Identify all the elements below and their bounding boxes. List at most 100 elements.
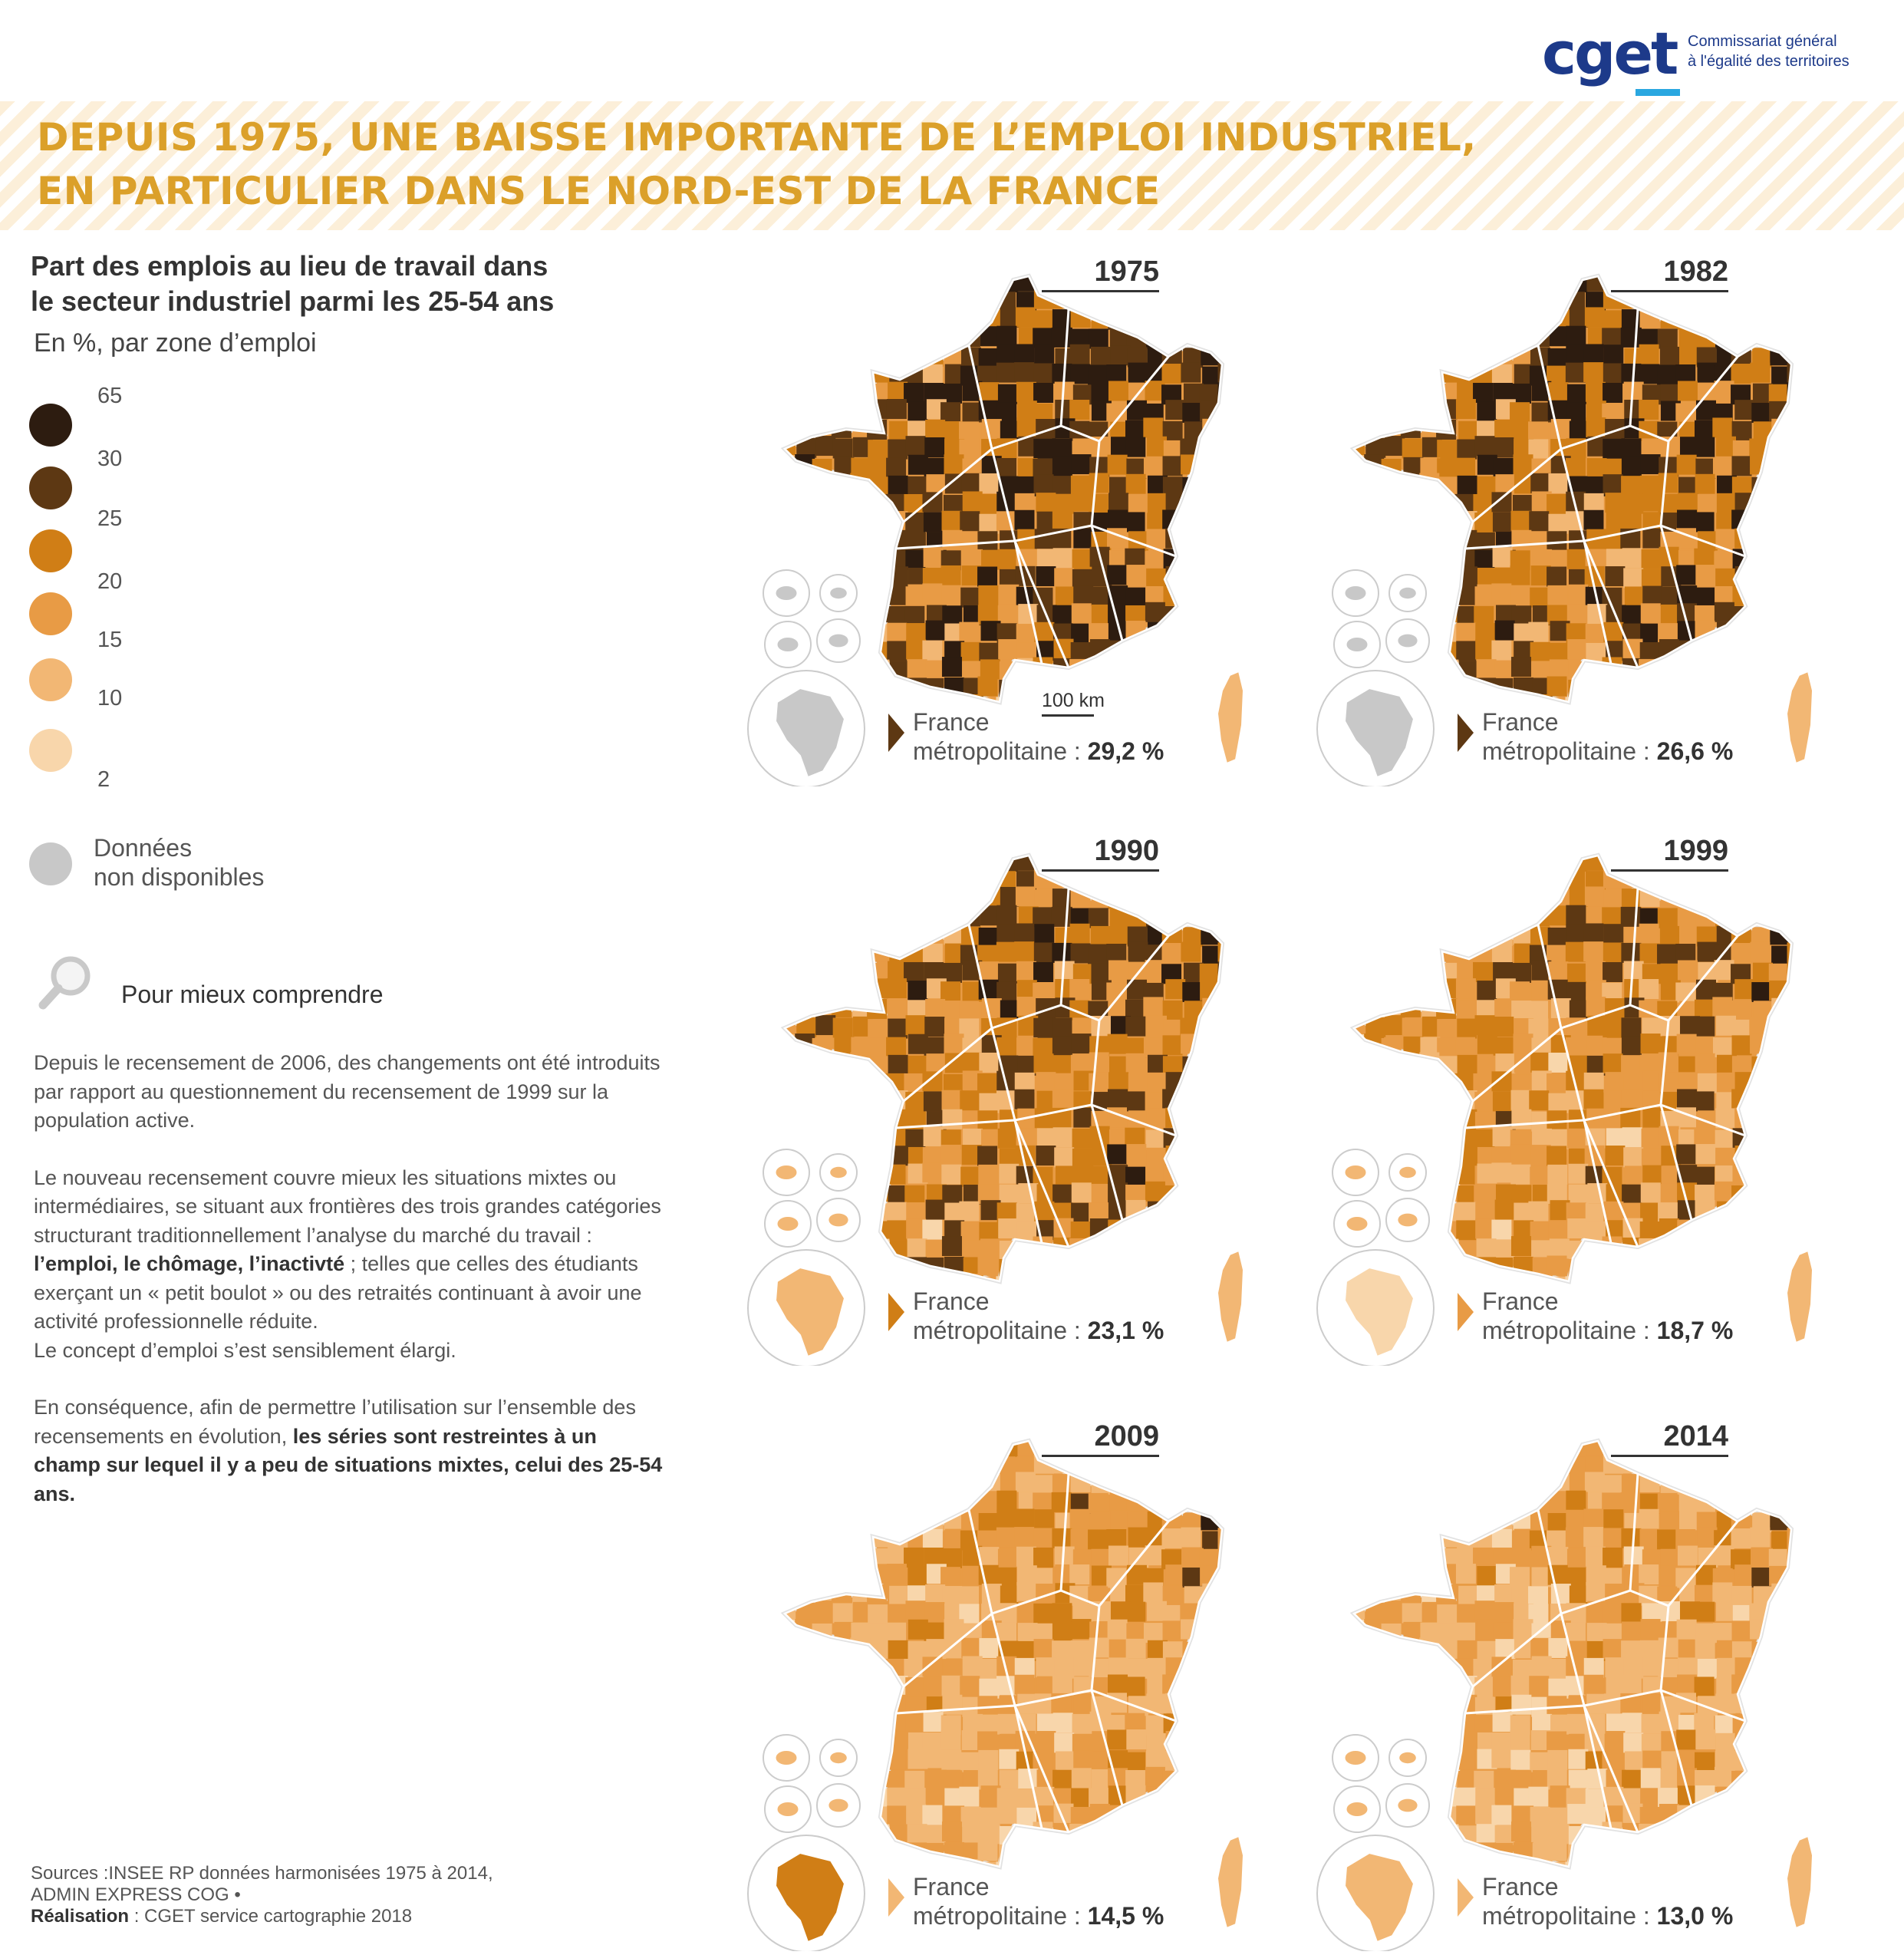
- employment-zone: [1200, 1619, 1220, 1640]
- employment-zone: [1182, 494, 1203, 515]
- employment-zone: [1698, 1239, 1718, 1260]
- employment-zone: [1069, 1508, 1090, 1529]
- employment-zone: [1161, 906, 1182, 927]
- employment-zone: [1474, 1111, 1495, 1132]
- employment-zone: [1125, 1752, 1146, 1772]
- employment-zone: [1437, 1696, 1458, 1717]
- choropleth-map: [747, 273, 1245, 786]
- employment-zone: [1385, 436, 1405, 457]
- employment-zone: [1474, 856, 1494, 871]
- employment-zone: [1363, 1089, 1384, 1109]
- employment-zone: [785, 1490, 799, 1511]
- employment-zone: [794, 509, 815, 530]
- employment-zone: [1531, 1456, 1552, 1477]
- employment-zone: [1403, 344, 1424, 364]
- employment-zone: [1768, 440, 1789, 460]
- employment-zone: [1421, 1441, 1442, 1459]
- employment-zone: [906, 887, 927, 908]
- employment-zone: [1052, 1184, 1073, 1205]
- employment-zone: [1165, 400, 1186, 420]
- employment-zone: [1384, 366, 1405, 387]
- employment-zone: [980, 1441, 1001, 1456]
- employment-zone: [1362, 1694, 1383, 1715]
- employment-zone: [1753, 677, 1774, 697]
- employment-zone: [942, 1001, 963, 1021]
- employment-zone: [1491, 292, 1512, 312]
- employment-zone: [815, 1714, 835, 1735]
- employment-zone: [1354, 381, 1368, 401]
- employment-zone: [980, 276, 1001, 291]
- employment-zone: [978, 1164, 999, 1185]
- employment-zone: [1548, 473, 1569, 493]
- employment-zone: [815, 327, 836, 348]
- employment-zone: [1455, 1037, 1476, 1057]
- employment-zone: [1199, 1146, 1220, 1166]
- employment-zone: [1583, 1657, 1604, 1678]
- sources-line2: ADMIN EXPRESS COG •: [31, 1884, 241, 1905]
- employment-zone: [1181, 941, 1201, 962]
- employment-zone: [940, 856, 961, 872]
- employment-zone: [1146, 695, 1167, 702]
- employment-zone: [1108, 509, 1128, 530]
- employment-zone: [1714, 1766, 1734, 1787]
- employment-zone: [1731, 1528, 1751, 1549]
- employment-zone: [1220, 1711, 1222, 1732]
- employment-zone: [1420, 907, 1441, 928]
- employment-zone: [962, 276, 983, 291]
- employment-zone: [1421, 347, 1441, 368]
- employment-zone: [941, 1236, 962, 1257]
- employment-zone: [1528, 1586, 1549, 1607]
- employment-zone: [1014, 509, 1035, 530]
- employment-zone: [1354, 872, 1365, 892]
- map-year-label: 2014: [1611, 1420, 1728, 1457]
- employment-zone: [848, 961, 869, 982]
- employment-zone: [1088, 908, 1108, 928]
- employment-zone: [1694, 512, 1715, 532]
- employment-zone: [1403, 307, 1424, 328]
- employment-zone: [1399, 1107, 1420, 1128]
- employment-zone: [959, 1201, 980, 1221]
- employment-zone: [1362, 276, 1383, 294]
- employment-zone: [1089, 493, 1109, 514]
- employment-zone: [1217, 871, 1222, 892]
- employment-zone: [1510, 1090, 1531, 1110]
- employment-zone: [1713, 1254, 1734, 1275]
- employment-zone: [1199, 440, 1220, 460]
- guadeloupe-inset-shape: [1345, 1751, 1366, 1765]
- employment-zone: [1695, 1840, 1716, 1861]
- employment-zone: [830, 1107, 851, 1128]
- employment-zone: [1125, 587, 1146, 608]
- employment-zone: [1071, 1182, 1092, 1203]
- employment-zone: [868, 1623, 888, 1643]
- employment-zone: [1621, 363, 1642, 384]
- employment-zone: [832, 438, 853, 459]
- employment-zone: [1108, 381, 1128, 401]
- employment-zone: [785, 979, 796, 1000]
- employment-zone: [1199, 856, 1220, 874]
- employment-zone: [1146, 1860, 1167, 1867]
- employment-zone: [1110, 1510, 1131, 1531]
- employment-zone: [1054, 1658, 1075, 1679]
- employment-zone: [1362, 1640, 1383, 1660]
- employment-zone: [1455, 978, 1476, 999]
- employment-zone: [1421, 856, 1442, 874]
- employment-zone: [959, 621, 980, 642]
- guyane-shape: [774, 687, 846, 779]
- employment-zone: [1659, 1275, 1680, 1281]
- employment-zone: [1750, 566, 1771, 587]
- employment-zone: [1108, 1842, 1128, 1863]
- employment-zone: [1641, 1733, 1662, 1754]
- employment-zone: [1165, 1202, 1186, 1222]
- employment-zone: [1475, 308, 1496, 328]
- employment-zone: [1770, 641, 1790, 662]
- employment-zone: [1641, 569, 1662, 589]
- employment-zone: [1639, 344, 1659, 364]
- employment-zone: [1437, 1474, 1458, 1495]
- employment-zone: [813, 888, 834, 909]
- employment-zone: [1770, 870, 1790, 891]
- employment-zone: [1734, 1841, 1755, 1861]
- credit-label: Réalisation: [31, 1906, 130, 1927]
- employment-zone: [1014, 923, 1035, 944]
- employment-zone: [1072, 1148, 1092, 1169]
- reunion-inset-shape: [1398, 634, 1418, 648]
